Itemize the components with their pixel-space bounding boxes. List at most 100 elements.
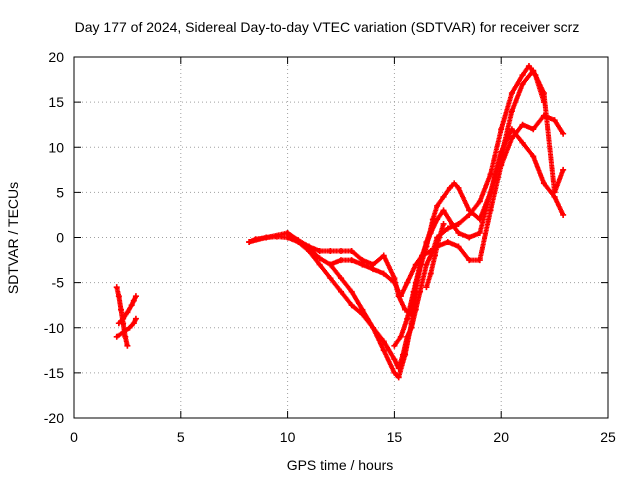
data-point-4-5 (338, 248, 344, 255)
data-point-0-0 (113, 284, 120, 291)
y-tick-label-1: -15 (44, 365, 64, 381)
y-tick-label-0: -20 (44, 410, 64, 426)
x-tick-label-2: 10 (280, 429, 296, 445)
data-point-5-7 (348, 302, 355, 309)
y-tick-label-2: -10 (44, 320, 64, 336)
data-point-7-4 (417, 261, 424, 268)
data-point-5-3 (305, 248, 312, 255)
data-point-3-31 (551, 117, 558, 124)
data-point-6-11 (412, 306, 419, 313)
data-point-4-30 (560, 211, 567, 218)
data-point-3-25 (487, 207, 494, 214)
data-point-6-13 (423, 261, 430, 268)
data-point-3-24 (476, 257, 483, 264)
data-point-7-2 (404, 315, 411, 322)
data-point-6-17 (455, 220, 462, 227)
data-point-4-27 (530, 153, 537, 160)
data-point-5-2 (284, 229, 291, 236)
data-point-4-20 (455, 229, 462, 236)
data-point-6-24 (525, 63, 532, 70)
data-point-3-28 (519, 121, 526, 128)
series-markers-3 (246, 113, 566, 299)
data-point-5-27 (508, 108, 515, 115)
data-point-3-22 (455, 243, 462, 250)
data-point-3-7 (316, 255, 323, 262)
data-point-6-21 (498, 126, 505, 133)
data-point-5-26 (498, 153, 505, 160)
data-point-4-11 (395, 293, 402, 300)
data-point-5-19 (440, 193, 447, 200)
x-tick-label-0: 0 (70, 429, 78, 445)
data-point-8-2 (431, 252, 438, 259)
data-series (113, 63, 567, 381)
data-point-4-9 (380, 252, 387, 259)
data-point-5-6 (338, 288, 344, 295)
x-tick-label-1: 5 (177, 429, 185, 445)
data-point-4-10 (391, 275, 398, 282)
data-point-6-16 (444, 225, 451, 232)
data-point-0-4 (122, 333, 129, 340)
series-arc-a (113, 284, 131, 349)
data-point-2-2 (126, 324, 133, 331)
data-point-6-6 (391, 356, 398, 363)
data-point-3-32 (560, 130, 567, 137)
data-point-7-0 (391, 342, 398, 349)
x-tick-label-5: 25 (600, 429, 616, 445)
series-markers-5 (246, 68, 566, 380)
data-point-5-5 (327, 275, 334, 282)
series-markers-4 (285, 126, 566, 317)
data-point-6-8 (399, 351, 406, 358)
data-point-8-3 (436, 234, 443, 241)
axis-ticks: 0 5 10 15 20 25 -20 -15 -10 -5 0 5 10 15 20 (44, 49, 616, 445)
data-point-7-6 (429, 220, 436, 227)
data-point-6-25 (532, 72, 539, 79)
data-point-8-4 (440, 220, 447, 227)
data-point-1-1 (120, 315, 127, 322)
data-point-4-3 (316, 248, 323, 255)
data-point-3-29 (530, 126, 537, 133)
data-point-6-12 (417, 288, 424, 295)
series-arc-b (115, 293, 139, 327)
data-point-4-8 (370, 261, 377, 268)
y-tick-label-7: 15 (48, 94, 64, 110)
data-point-5-4 (316, 261, 323, 268)
data-point-3-10 (348, 257, 355, 264)
data-point-1-5 (132, 293, 139, 300)
y-tick-label-4: 0 (56, 230, 64, 246)
series-arc-e (284, 126, 567, 318)
data-point-8-0 (423, 284, 430, 291)
data-point-5-11 (391, 369, 398, 376)
data-point-5-31 (551, 189, 558, 196)
series-arc-f (246, 67, 567, 381)
data-point-7-3 (410, 288, 417, 295)
data-point-5-1 (263, 234, 270, 241)
y-tick-label-6: 10 (48, 139, 64, 155)
data-point-0-2 (117, 306, 124, 313)
data-point-3-16 (404, 279, 411, 286)
y-tick-label-5: 5 (56, 184, 64, 200)
series-arc-c (113, 315, 139, 340)
series-arc-h (391, 220, 436, 349)
data-point-5-20 (446, 184, 453, 191)
data-point-2-4 (132, 315, 139, 322)
data-point-4-21 (466, 234, 473, 241)
x-axis-label: GPS time / hours (287, 457, 394, 473)
data-point-6-0 (327, 261, 334, 268)
series-arc-g (327, 63, 547, 372)
y-tick-label-8: 20 (48, 49, 64, 65)
data-point-6-7 (395, 365, 402, 372)
data-point-6-26 (540, 99, 547, 106)
data-point-5-12 (395, 374, 402, 381)
data-point-6-3 (359, 306, 366, 313)
data-point-6-23 (519, 72, 526, 79)
data-point-4-4 (327, 248, 334, 255)
data-point-3-21 (444, 239, 451, 246)
data-point-5-10 (380, 347, 387, 354)
data-point-6-19 (476, 198, 483, 205)
data-point-1-4 (130, 297, 137, 304)
data-point-8-1 (427, 270, 434, 277)
data-point-3-9 (338, 257, 344, 264)
data-point-6-2 (348, 288, 355, 295)
x-tick-label-3: 15 (387, 429, 403, 445)
